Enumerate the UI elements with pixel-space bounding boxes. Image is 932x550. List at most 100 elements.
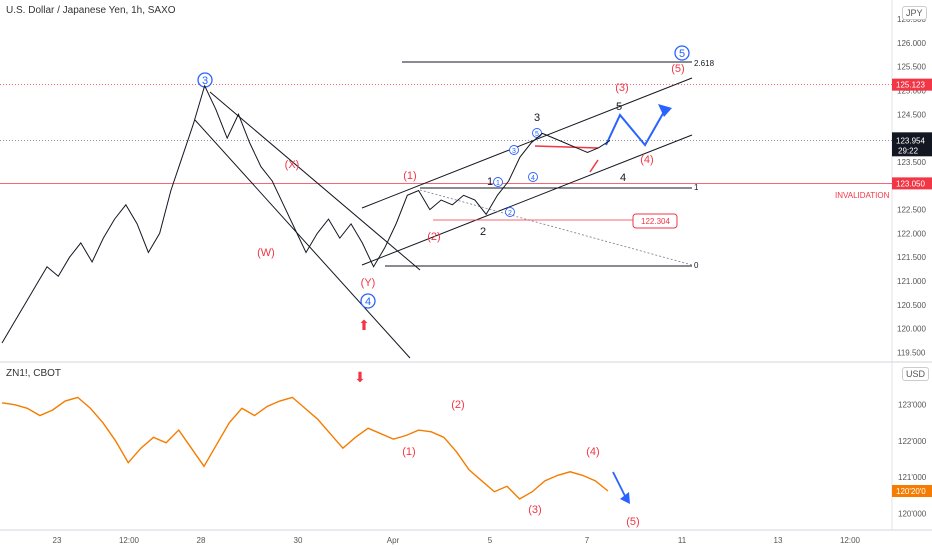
zn-y-tick-label: 123'000 (898, 401, 927, 410)
rising-channel-upper (361, 77, 693, 209)
y-tick-label: 124.500 (897, 110, 926, 119)
x-tick-label: 28 (197, 536, 206, 545)
zn-y-tick-label: 121'000 (898, 473, 927, 482)
wave-circle (360, 293, 376, 309)
current-price-label: 123.954 (896, 136, 925, 145)
annotation-overlay: 122.304 INVALIDATION 2.618 1 0 3 4 5 (X) (W) (Y) (1… (194, 45, 890, 359)
price-label-box (892, 78, 932, 91)
zn-wave-label: (1) (402, 446, 415, 458)
fib-label: 0 (694, 261, 699, 270)
zn-price-label: 120'20'0 (896, 487, 926, 496)
current-price-box (892, 132, 932, 157)
projection-arrowhead (658, 104, 672, 117)
fib-label: 1 (694, 183, 699, 192)
y-tick-label: 120.000 (897, 325, 926, 334)
y-tick-label: 122.000 (897, 229, 926, 238)
triangle-upper (534, 145, 599, 149)
wave-label-black: 5 (616, 101, 622, 113)
x-tick-label: 12:00 (840, 536, 861, 545)
wave-label-black: 1 (487, 176, 493, 188)
channel-upper-line (209, 91, 421, 271)
subwave-label: 4 (531, 175, 535, 182)
wave-label-black: 4 (620, 172, 626, 184)
zn-pane: 123'000 122'000 121'000 120'000 120'20'0 (1)… (1, 362, 932, 530)
zn-wave-label: (4) (586, 446, 599, 458)
fib-label: 2.618 (694, 59, 715, 68)
wave-label-circled: 3 (202, 75, 208, 87)
zn-price-series (1, 396, 609, 500)
wave-label-black: 2 (480, 226, 486, 238)
jpy-currency-badge[interactable]: JPY (902, 6, 927, 20)
y-tick-label: 123.500 (897, 158, 926, 167)
price-label-box (892, 177, 932, 190)
usdjpy-price-series (1, 84, 611, 344)
time-axis: 23 12:00 28 30 Apr 5 7 11 13 12:00 (53, 536, 861, 545)
x-tick-label: 23 (53, 536, 62, 545)
y-tick-label: 120.500 (897, 301, 926, 310)
channel-lower-line (194, 119, 411, 359)
y-tick-label: 119.500 (897, 348, 926, 357)
wave-label-red: (2) (427, 231, 440, 243)
subwave-label: 3 (512, 148, 516, 155)
subwave-label: 1 (496, 180, 500, 187)
y-tick-label: 125.500 (897, 63, 926, 72)
zn-price-label-box (892, 484, 932, 497)
zn-y-tick-label: 122'000 (898, 437, 927, 446)
x-tick-label: 11 (678, 536, 687, 545)
zn-y-tick-label: 120'000 (898, 509, 927, 518)
wave-label-circled: 4 (365, 296, 371, 308)
subwave-circle (505, 207, 515, 217)
subwave-circle (509, 145, 519, 155)
target-box (632, 213, 678, 229)
zn-wave-label: (3) (528, 504, 541, 516)
fib-diagonal (419, 189, 693, 266)
zn-projection-arrowhead (620, 492, 630, 504)
y-tick-label: 126.000 (897, 39, 926, 48)
usdjpy-title: U.S. Dollar / Japanese Yen, 1h, SAXO (6, 5, 176, 16)
wave-label-black: 3 (534, 112, 540, 124)
y-tick-label: 121.000 (897, 277, 926, 286)
y-tick-label: 125.000 (897, 87, 926, 96)
x-tick-label: 5 (488, 536, 493, 545)
x-tick-label: 7 (585, 536, 590, 545)
x-tick-label: 30 (294, 536, 303, 545)
subwave-label: 5 (535, 131, 539, 138)
invalidation-label: INVALIDATION (835, 191, 890, 200)
x-tick-label: 13 (774, 536, 783, 545)
usdjpy-pane: 126.500126.000125.500125.000124.500124.0… (0, 0, 932, 362)
up-arrow-icon: ⬆ (358, 317, 370, 333)
zn-annotations: (1) (2) (3) (4) (5) ⬇ (354, 369, 640, 528)
x-tick-label: Apr (387, 536, 400, 545)
countdown-label: 29:22 (898, 146, 919, 155)
y-tick-label: 121.500 (897, 253, 926, 262)
y-tick-label: 122.500 (897, 206, 926, 215)
zn-projection-line (612, 471, 628, 501)
triangle-lower (589, 159, 599, 173)
down-arrow-icon: ⬇ (354, 369, 366, 385)
wave-label-circled: 5 (679, 48, 685, 60)
x-tick-label: 12:00 (119, 536, 140, 545)
wave-label-red: (5) (671, 63, 684, 75)
subwave-label: 2 (508, 210, 512, 217)
wave-circle (674, 45, 690, 61)
wave-label-red: (X) (285, 159, 300, 171)
wave-label-red: (1) (403, 170, 416, 182)
subwave-circle (528, 172, 538, 182)
zn-title: ZN1!, CBOT (6, 368, 62, 379)
wave-label-red: (Y) (361, 277, 376, 289)
subwave-circle (493, 177, 503, 187)
wave-label-red: (4) (640, 154, 653, 166)
usd-currency-badge[interactable]: USD (902, 367, 930, 381)
projection-path (605, 109, 666, 147)
zn-wave-label: (5) (626, 516, 639, 528)
rising-channel-lower (361, 134, 693, 266)
wave-label-red: (W) (257, 247, 275, 259)
wave-label-red: (3) (615, 82, 628, 94)
zn-wave-label: (2) (451, 399, 464, 411)
price-label: 125.123 (896, 81, 925, 90)
price-label: 123.050 (896, 179, 925, 188)
zn-y-axis: 123'000 122'000 121'000 120'000 120'20'0 (892, 401, 932, 518)
target-box-label: 122.304 (641, 217, 670, 226)
